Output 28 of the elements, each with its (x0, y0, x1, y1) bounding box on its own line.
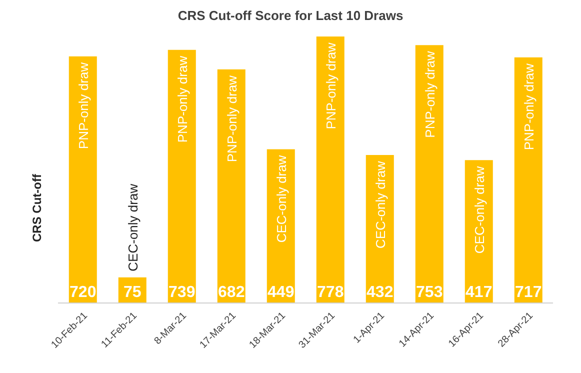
data-label: 449 (268, 284, 294, 301)
annotation: CEC-only draw (125, 183, 140, 272)
annotation: PNP-only draw (224, 74, 240, 162)
bar (316, 36, 344, 303)
bar (514, 57, 542, 303)
data-label: 753 (416, 284, 443, 301)
annotation: PNP-only draw (174, 55, 190, 143)
data-label: 75 (123, 284, 142, 301)
y-axis-title: CRS Cut-off (30, 174, 44, 242)
annotation: CEC-only draw (472, 166, 487, 254)
annotation: PNP-only draw (521, 62, 536, 150)
data-label: 682 (218, 284, 245, 301)
annotation: PNP-only draw (323, 42, 338, 130)
data-label: 717 (515, 284, 542, 301)
bar (415, 45, 444, 303)
annotation: PNP-only draw (422, 50, 438, 138)
data-label: 417 (466, 284, 492, 301)
annotation: CEC-only draw (274, 154, 289, 243)
annotation: PNP-only draw (76, 62, 91, 150)
data-label: 432 (366, 284, 394, 301)
bar (217, 69, 246, 303)
annotation: CEC-only draw (372, 160, 388, 248)
data-label: 720 (70, 284, 96, 301)
data-label: 739 (168, 284, 196, 301)
data-label: 778 (317, 284, 344, 301)
bar (168, 50, 196, 303)
bar (68, 56, 97, 303)
chart-title: CRS Cut-off Score for Last 10 Draws (176, 8, 404, 23)
